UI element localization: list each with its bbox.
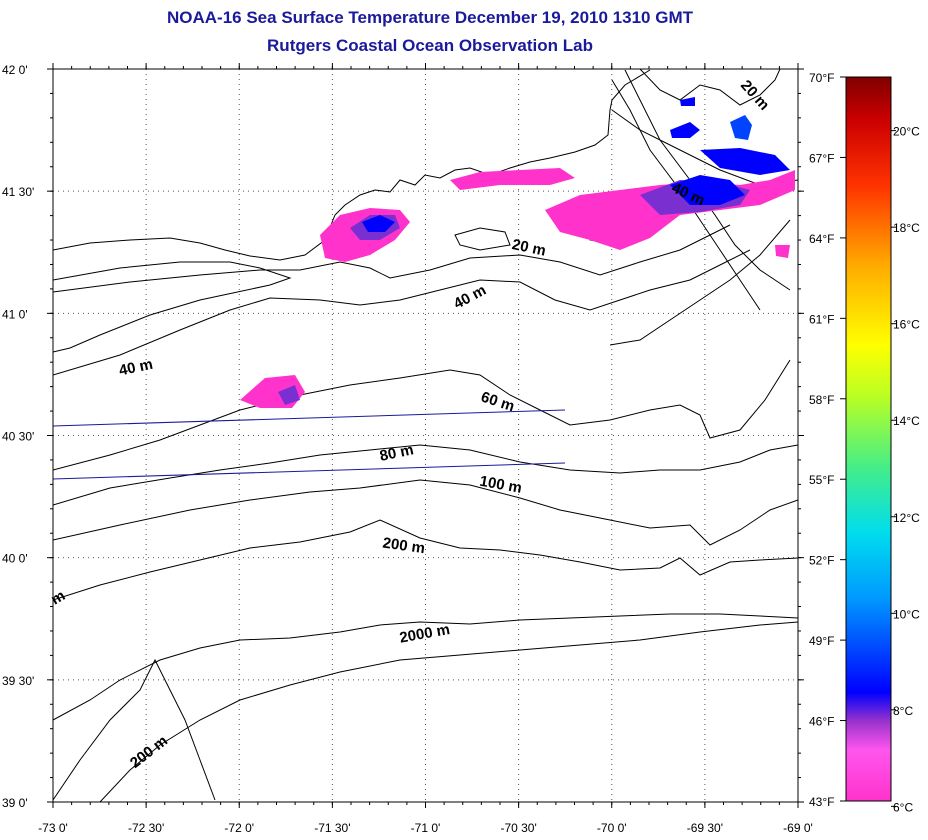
colorbar-c-label: 14°C — [893, 414, 920, 428]
depth-label: 20 m — [510, 236, 547, 260]
contour-40m — [53, 249, 751, 376]
contour-canyon — [53, 658, 216, 801]
map-frame — [52, 68, 799, 803]
depth-label: 200 m — [382, 535, 426, 558]
contour-channel — [611, 109, 798, 186]
coastline-cape — [639, 69, 781, 106]
lat-tick-label: 40 0' — [2, 552, 28, 566]
lat-tick-label: 41 30' — [2, 185, 34, 199]
colorbar — [845, 76, 892, 802]
lon-tick-label: -70 0' — [597, 821, 627, 835]
lon-tick-label: -69 30' — [687, 821, 723, 835]
depth-label: 40 m — [117, 356, 154, 380]
colorbar-f-label: 64°F — [809, 232, 834, 246]
contour-20m — [53, 224, 731, 293]
contour-80m — [53, 444, 798, 506]
colorbar-c-label: 16°C — [893, 318, 920, 332]
map-subtitle: Rutgers Coastal Ocean Observation Lab — [267, 36, 593, 55]
lon-tick-label: -72 0' — [224, 821, 254, 835]
colorbar-f-label: 67°F — [809, 151, 834, 165]
lon-tick-label: -71 0' — [411, 821, 441, 835]
colorbar-f-label: 61°F — [809, 312, 834, 326]
sst-pixels — [240, 97, 795, 408]
colorbar-f-label: 55°F — [809, 473, 834, 487]
depth-label: 2000 m — [398, 621, 451, 647]
lon-tick-label: -73 0' — [38, 821, 68, 835]
lon-tick-label: -70 30' — [500, 821, 536, 835]
depth-label: 200 m — [127, 732, 171, 772]
colorbar-f-label: 58°F — [809, 393, 834, 407]
depth-label: 60 m — [479, 389, 517, 416]
colorbar-c-label: 8°C — [893, 704, 913, 718]
lat-tick-label: 41 0' — [2, 307, 28, 321]
satellite-swath-lines — [52, 409, 566, 480]
depth-label: 100 m — [478, 473, 523, 497]
depth-label: 20 m — [737, 77, 773, 114]
colorbar-c-label: 10°C — [893, 607, 920, 621]
lat-tick-label: 39 0' — [2, 796, 28, 810]
lon-tick-label: -69 0' — [783, 821, 813, 835]
lat-tick-label: 39 30' — [2, 674, 34, 688]
colorbar-f-label: 52°F — [809, 554, 834, 568]
map-title: NOAA-16 Sea Surface Temperature December… — [167, 8, 693, 27]
lon-tick-label: -71 30' — [314, 821, 350, 835]
lat-tick-label: 40 30' — [2, 430, 34, 444]
contour-200m — [53, 519, 798, 601]
contour-200m-south — [99, 621, 798, 802]
contour-60m — [53, 359, 791, 471]
contour-100m — [53, 479, 798, 546]
colorbar-c-label: 18°C — [893, 221, 920, 235]
graticule — [52, 68, 799, 803]
map-axes: 42 0' 41 30' 41 0' 40 30' 40 0' 39 30' 39 0' -7… — [2, 63, 813, 835]
colorbar-c-label: 20°C — [893, 125, 920, 139]
colorbar-c-label: 12°C — [893, 511, 920, 525]
colorbar-f-label: 70°F — [809, 71, 834, 85]
colorbar-f-label: 49°F — [809, 634, 834, 648]
colorbar-ticks: 70°F 67°F 64°F 61°F 58°F 55°F 52°F 49°F 46°F 43°F… — [809, 71, 920, 814]
coastline — [53, 69, 651, 261]
colorbar-f-label: 43°F — [809, 795, 834, 809]
lon-tick-label: -72 30' — [128, 821, 164, 835]
colorbar-c-label: 6°C — [893, 800, 913, 814]
depth-label: m — [48, 587, 68, 608]
lat-tick-label: 42 0' — [2, 63, 28, 77]
depth-label: 80 m — [378, 441, 415, 465]
colorbar-f-label: 46°F — [809, 715, 834, 729]
contour-40m-east — [609, 219, 791, 346]
martha-vineyard — [454, 227, 511, 251]
bathymetry-contours — [53, 69, 798, 802]
long-island-coast — [53, 261, 292, 353]
